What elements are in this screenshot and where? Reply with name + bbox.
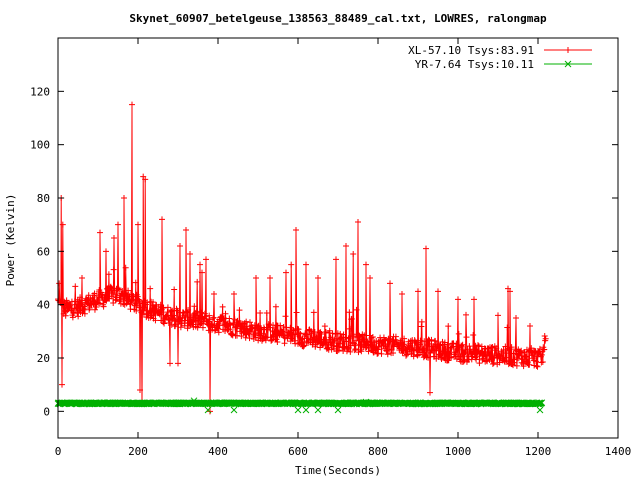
x-tick-label: 600 [288,445,308,458]
x-tick-label: 1400 [605,445,632,458]
series-1 [54,397,546,414]
outlier-point [302,406,310,414]
series-line [57,104,547,412]
y-tick-label: 60 [37,245,50,258]
outlier-point [536,406,544,414]
legend-label: XL-57.10 Tsys:83.91 [408,44,534,57]
x-tick-label: 400 [208,445,228,458]
legend-label: YR-7.64 Tsys:10.11 [415,58,534,71]
x-tick-label: 800 [368,445,388,458]
x-tick-label: 1000 [445,445,472,458]
x-axis-label: Time(Seconds) [295,464,381,477]
y-tick-label: 0 [43,405,50,418]
outlier-point [294,406,302,414]
x-tick-label: 1200 [525,445,552,458]
legend-marker [565,47,571,53]
outlier-point [190,397,198,405]
y-tick-label: 120 [30,85,50,98]
y-tick-label: 80 [37,192,50,205]
plot-frame [57,37,619,439]
series-0 [55,101,549,415]
axes: 0 200 400 600 800 1000 1200 1400 0 20 40 60 80 100 120 [30,37,632,458]
outlier-point [314,406,322,414]
y-tick-label: 100 [30,139,50,152]
outlier-point [204,406,212,414]
outlier-point [230,406,238,414]
y-tick-label: 40 [37,299,50,312]
y-tick-label: 20 [37,352,50,365]
series-layer [54,101,549,415]
chart-title: Skynet_60907_betelgeuse_138563_88489_cal… [129,12,547,25]
outlier-point [362,398,370,406]
series-markers [55,101,549,415]
x-tick-label: 200 [128,445,148,458]
y-axis-label: Power (Kelvin) [4,194,17,287]
series-markers [54,399,546,408]
legend-marker [564,60,572,68]
x-tick-label: 0 [55,445,62,458]
outlier-point [334,406,342,414]
